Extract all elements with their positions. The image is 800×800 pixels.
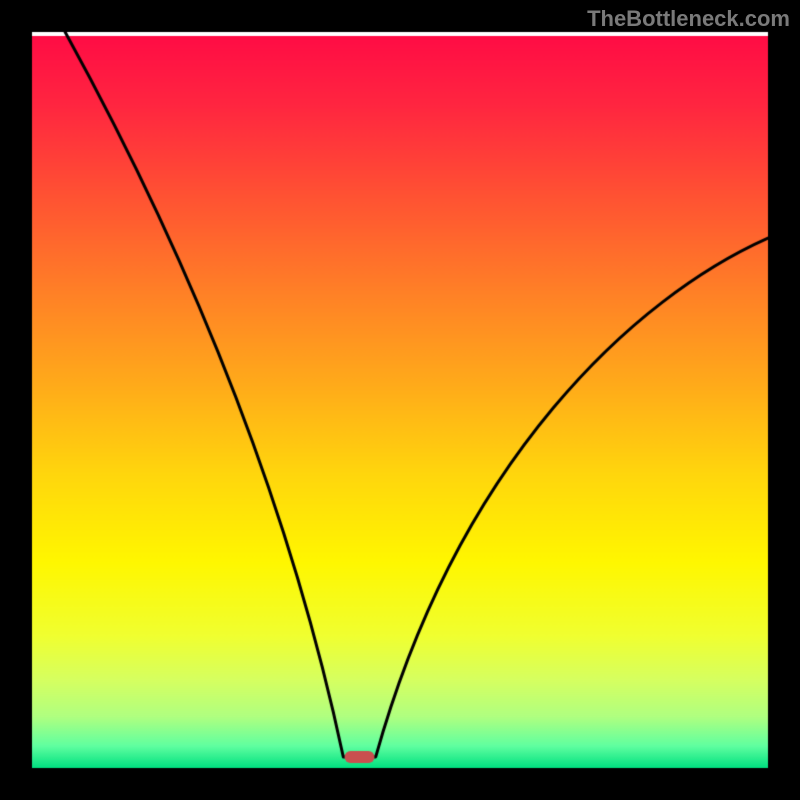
bottleneck-chart-canvas: [0, 0, 800, 800]
chart-container: TheBottleneck.com: [0, 0, 800, 800]
watermark-text: TheBottleneck.com: [587, 6, 790, 32]
